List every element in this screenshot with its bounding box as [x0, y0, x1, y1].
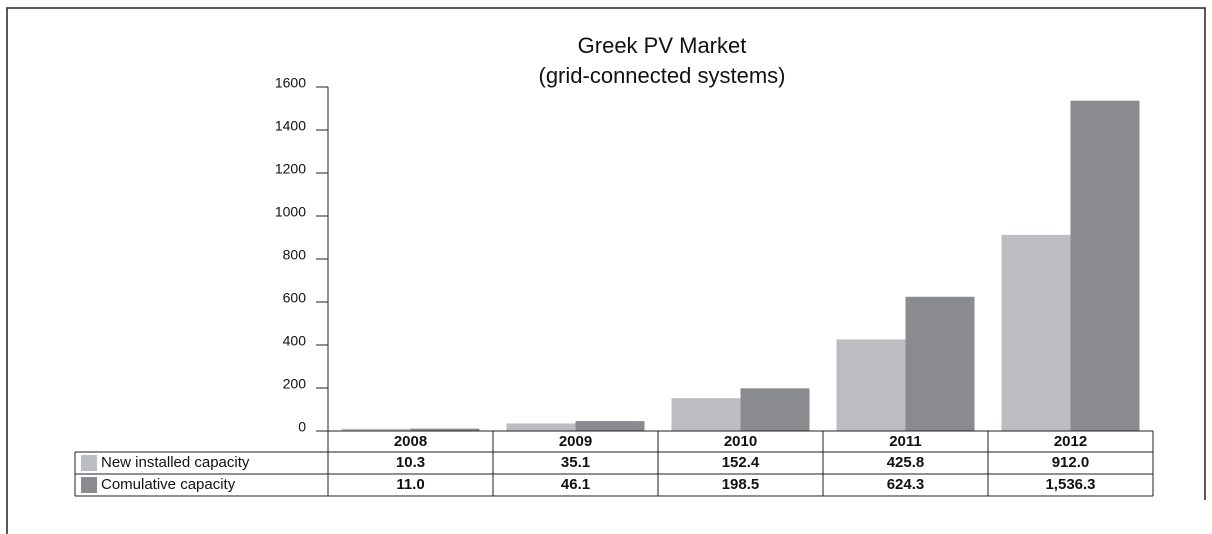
- table-value: 46.1: [561, 476, 590, 493]
- table-value: 198.5: [722, 476, 760, 493]
- chart-title: Greek PV Market: [578, 33, 747, 58]
- y-tick-label: 1400: [275, 118, 306, 134]
- table-value: 624.3: [887, 476, 925, 493]
- y-tick-label: 200: [283, 376, 307, 392]
- y-tick-label: 600: [283, 290, 307, 306]
- x-tick-label: 2008: [394, 433, 427, 450]
- legend-label: Comulative capacity: [101, 476, 236, 493]
- y-tick-label: 1200: [275, 161, 306, 177]
- x-tick-label: 2009: [559, 433, 592, 450]
- y-tick-label: 0: [298, 419, 306, 435]
- frame: [6, 7, 1206, 534]
- y-tick-label: 800: [283, 247, 307, 263]
- bar: [575, 421, 645, 431]
- x-tick-label: 2012: [1054, 433, 1087, 450]
- bar: [836, 339, 906, 431]
- table-value: 1,536.3: [1045, 476, 1095, 493]
- y-tick-label: 1000: [275, 204, 306, 220]
- bar: [740, 388, 810, 431]
- legend-label: New installed capacity: [101, 454, 250, 471]
- bar: [1070, 100, 1140, 432]
- bar: [1001, 234, 1071, 431]
- bar: [506, 423, 576, 431]
- table-value: 152.4: [722, 454, 760, 471]
- chart-subtitle: (grid-connected systems): [539, 63, 786, 88]
- legend-swatch: [81, 455, 97, 471]
- legend-swatch: [81, 477, 97, 493]
- y-tick-label: 1600: [275, 75, 306, 91]
- y-tick-label: 400: [283, 333, 307, 349]
- table-value: 35.1: [561, 454, 590, 471]
- x-tick-label: 2010: [724, 433, 757, 450]
- bar: [905, 296, 975, 431]
- table-value: 10.3: [396, 454, 425, 471]
- bar: [341, 428, 411, 431]
- x-tick-label: 2011: [889, 433, 922, 450]
- table-value: 912.0: [1052, 454, 1090, 471]
- table-value: 11.0: [396, 476, 424, 493]
- table-value: 425.8: [887, 454, 925, 471]
- bar: [410, 428, 480, 431]
- bar: [671, 398, 741, 431]
